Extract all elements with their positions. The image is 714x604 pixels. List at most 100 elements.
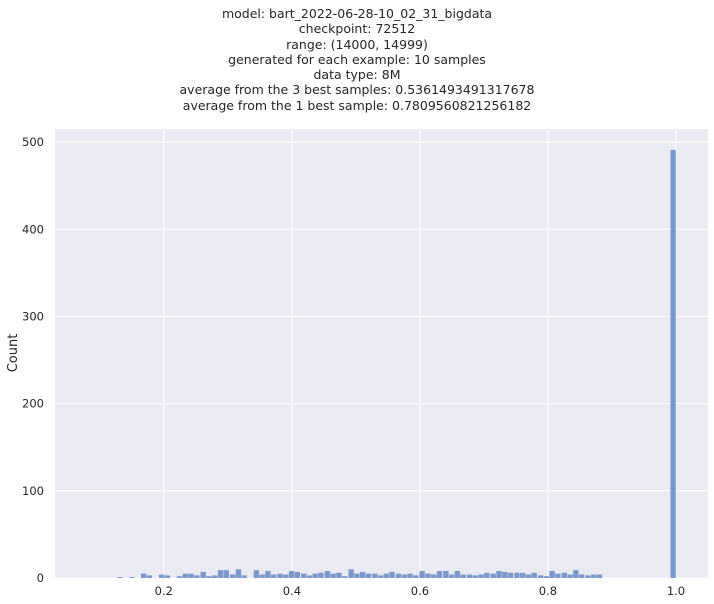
histogram-bar <box>294 571 300 578</box>
histogram-bar <box>561 572 567 578</box>
histogram-bar <box>265 571 271 578</box>
histogram-bar <box>146 575 153 578</box>
title-line: average from the 1 best sample: 0.780956… <box>182 97 532 113</box>
histogram-bar <box>578 574 585 578</box>
histogram-bar <box>288 571 295 578</box>
histogram-bar <box>454 571 461 578</box>
histogram-bar <box>413 575 419 578</box>
histogram-bar <box>531 572 537 578</box>
histogram-bar <box>212 575 218 578</box>
histogram-bar <box>235 569 242 578</box>
histogram-bar <box>206 576 212 578</box>
histogram-bar <box>164 575 171 578</box>
histogram-bar <box>318 572 324 578</box>
bars <box>117 149 676 579</box>
histogram-bar <box>117 577 123 578</box>
title-line: model: bart_2022-06-28-10_02_31_bigdata <box>221 6 493 21</box>
histogram-bar <box>158 574 165 578</box>
y-tick-label: 400 <box>22 222 44 236</box>
y-axis-label: Count <box>6 334 21 373</box>
histogram-bar <box>466 574 473 578</box>
title-line: average from the 3 best samples: 0.53614… <box>179 82 535 98</box>
y-axis: 0 100 200 300 400 500 <box>22 135 44 585</box>
gridlines <box>55 129 708 579</box>
histogram-bar <box>200 571 206 578</box>
title-line: data type: 8M <box>313 67 401 83</box>
histogram-bar <box>383 573 389 578</box>
title-line: checkpoint: 72512 <box>298 21 416 37</box>
histogram-bar <box>478 574 484 578</box>
histogram-bar <box>312 573 318 578</box>
title-line: generated for each example: 10 samples <box>228 51 486 67</box>
histogram-bar <box>306 575 313 578</box>
histogram-bar <box>342 576 348 578</box>
y-tick-label: 200 <box>22 397 44 411</box>
histogram-bar <box>223 570 229 578</box>
histogram-bar <box>401 574 407 578</box>
histogram-bar <box>425 573 431 578</box>
histogram-bar <box>496 571 502 578</box>
histogram-bar <box>567 574 573 578</box>
histogram-bar <box>502 571 508 578</box>
histogram-bar <box>431 574 437 578</box>
histogram-bar <box>407 573 413 578</box>
histogram-bar <box>460 574 466 578</box>
histogram-bar <box>507 572 514 578</box>
histogram-bar <box>377 575 384 578</box>
histogram-bar <box>472 575 478 578</box>
histogram-bar <box>336 572 342 578</box>
histogram-bar <box>259 574 265 578</box>
histogram-bar <box>230 574 236 578</box>
histogram-bar <box>330 573 336 578</box>
histogram-bar <box>585 575 591 578</box>
histogram-bar <box>348 569 354 578</box>
histogram-bar <box>670 149 676 579</box>
histogram-bar <box>573 570 579 578</box>
x-tick-label: 0.4 <box>283 584 301 598</box>
histogram-bar <box>301 573 307 578</box>
histogram-bar <box>217 570 224 578</box>
histogram-bar <box>448 574 455 578</box>
y-tick-label: 0 <box>37 571 44 585</box>
plot-area <box>55 129 708 578</box>
histogram-bar <box>419 571 425 578</box>
x-tick-label: 0.6 <box>411 584 429 598</box>
histogram-bar <box>182 573 188 578</box>
histogram-bar <box>359 571 366 578</box>
histogram-bar <box>490 573 496 578</box>
chart-title: model: bart_2022-06-28-10_02_31_bigdata … <box>0 6 714 113</box>
x-tick-label: 0.2 <box>155 584 173 598</box>
histogram-bar <box>194 575 200 578</box>
histogram-bar <box>365 573 372 578</box>
x-tick-label: 0.8 <box>539 584 557 598</box>
histogram-bar <box>543 576 550 578</box>
histogram-bar <box>129 577 135 578</box>
y-tick-label: 300 <box>22 309 44 323</box>
histogram-bar <box>555 573 561 578</box>
histogram-bar <box>395 573 402 578</box>
histogram-bar <box>253 570 260 578</box>
histogram-bar <box>520 572 526 578</box>
histogram-bar <box>514 572 520 578</box>
histogram-bar <box>283 574 289 578</box>
histogram-bar <box>537 575 544 578</box>
histogram-bar <box>270 574 277 578</box>
y-tick-label: 500 <box>22 135 44 149</box>
histogram-bar <box>277 573 283 578</box>
histogram-bar <box>372 573 378 578</box>
histogram-bar <box>443 571 449 578</box>
y-tick-label: 100 <box>22 484 44 498</box>
histogram-bar <box>141 573 147 578</box>
histogram-bar <box>596 574 603 578</box>
x-tick-label: 1.0 <box>667 584 685 598</box>
histogram-bar <box>591 574 597 578</box>
histogram-bar <box>389 571 395 578</box>
histogram-bar <box>484 572 490 578</box>
histogram-bar <box>176 576 183 578</box>
histogram-bar <box>525 574 532 578</box>
histogram-bar <box>241 575 247 578</box>
histogram-bar <box>324 571 331 578</box>
histogram-bar <box>549 571 555 578</box>
histogram-bar <box>354 573 360 578</box>
